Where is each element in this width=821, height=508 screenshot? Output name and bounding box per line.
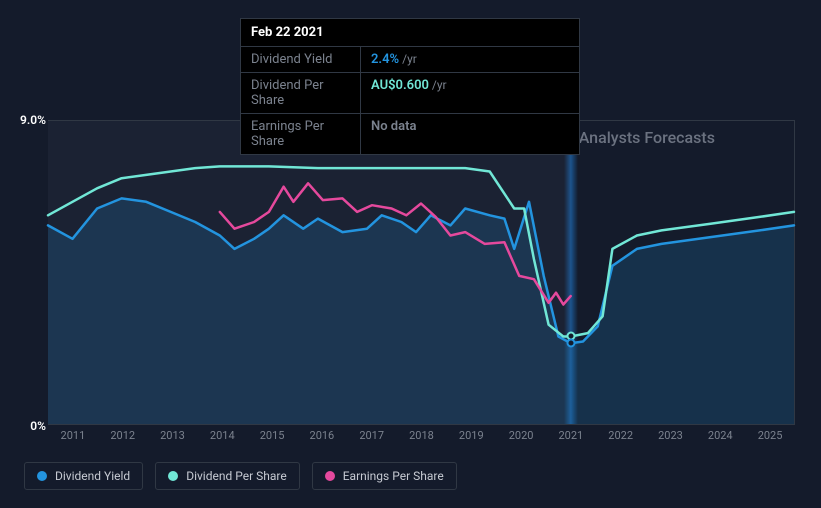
x-tick: 2017	[347, 425, 397, 445]
chart-tooltip: Feb 22 2021 Dividend Yield2.4% /yrDivide…	[240, 18, 580, 155]
tooltip-value: AU$0.600 /yr	[361, 73, 457, 113]
x-tick: 2011	[48, 425, 98, 445]
tooltip-label: Dividend Yield	[241, 47, 361, 72]
y-axis-max: 9.0%	[20, 113, 46, 127]
x-tick: 2024	[695, 425, 745, 445]
tooltip-row: Earnings Per ShareNo data	[241, 114, 579, 154]
x-tick: 2019	[446, 425, 496, 445]
chart-plot-area[interactable]	[48, 120, 795, 425]
x-tick: 2015	[247, 425, 297, 445]
x-tick: 2014	[197, 425, 247, 445]
x-axis: 2011201220132014201520162017201820192020…	[48, 425, 795, 445]
legend-dot-icon	[325, 471, 335, 481]
legend-dividend-per-share[interactable]: Dividend Per Share	[155, 462, 300, 490]
tooltip-date: Feb 22 2021	[241, 19, 579, 47]
legend-dot-icon	[168, 471, 178, 481]
legend-dot-icon	[37, 471, 47, 481]
x-tick: 2021	[546, 425, 596, 445]
tooltip-value: No data	[361, 114, 426, 154]
x-tick: 2013	[148, 425, 198, 445]
x-tick: 2023	[646, 425, 696, 445]
legend-label: Dividend Yield	[55, 469, 130, 483]
x-tick: 2016	[297, 425, 347, 445]
x-tick: 2018	[397, 425, 447, 445]
tooltip-row: Dividend Per ShareAU$0.600 /yr	[241, 73, 579, 114]
x-tick: 2012	[98, 425, 148, 445]
x-tick: 2025	[745, 425, 795, 445]
legend-dividend-yield[interactable]: Dividend Yield	[24, 462, 143, 490]
tooltip-label: Earnings Per Share	[241, 114, 361, 154]
chart-legend: Dividend Yield Dividend Per Share Earnings…	[24, 462, 457, 490]
chart-lines	[48, 121, 794, 424]
x-tick: 2020	[496, 425, 546, 445]
tooltip-value: 2.4% /yr	[361, 47, 427, 72]
y-axis-min: 0%	[30, 419, 46, 433]
tooltip-row: Dividend Yield2.4% /yr	[241, 47, 579, 73]
legend-label: Dividend Per Share	[186, 469, 287, 483]
legend-label: Earnings Per Share	[343, 469, 444, 483]
legend-earnings-per-share[interactable]: Earnings Per Share	[312, 462, 457, 490]
chart-marker	[566, 339, 575, 348]
x-tick: 2022	[596, 425, 646, 445]
tooltip-label: Dividend Per Share	[241, 73, 361, 113]
